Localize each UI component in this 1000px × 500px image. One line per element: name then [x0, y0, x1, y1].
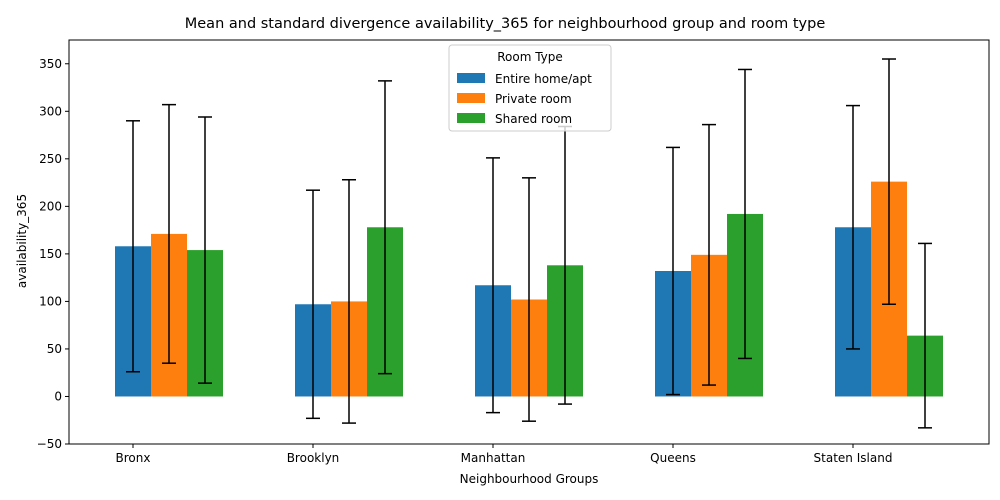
x-axis: Bronx Brooklyn Manhattan Queens Staten Islan… — [116, 444, 893, 465]
legend-title: Room Type — [497, 50, 563, 64]
x-tick-label: Manhattan — [461, 451, 526, 465]
x-tick-label: Staten Island — [814, 451, 893, 465]
x-tick-label: Queens — [650, 451, 696, 465]
legend-swatch — [457, 93, 485, 103]
legend-swatch — [457, 113, 485, 123]
plot-frame — [68, 39, 990, 445]
legend-box — [448, 44, 612, 132]
x-tick-label: Brooklyn — [287, 451, 340, 465]
chart-title: Mean and standard divergence availabilit… — [185, 16, 826, 32]
y-tick-label: 0 — [54, 389, 62, 403]
x-axis-title: Neighbourhood Groups — [460, 472, 599, 486]
legend-label: Entire home/apt — [495, 72, 592, 86]
y-tick-label: 250 — [39, 152, 62, 166]
legend: Room Type Entire home/apt Private room Shar… — [448, 44, 612, 132]
y-tick-label: 50 — [47, 342, 62, 356]
legend-label: Private room — [495, 92, 572, 106]
error-bars-layer — [126, 58, 932, 429]
legend-label: Shared room — [495, 112, 572, 126]
x-tick-label: Bronx — [116, 451, 151, 465]
y-axis: −50 0 50 100 150 200 250 300 350 — [37, 57, 69, 451]
y-tick-label: 350 — [39, 57, 62, 71]
y-tick-label: 100 — [39, 294, 62, 308]
y-tick-label: 200 — [39, 199, 62, 213]
legend-swatch — [457, 73, 485, 83]
y-tick-label: −50 — [37, 437, 62, 451]
y-tick-label: 300 — [39, 104, 62, 118]
y-axis-title: availability_365 — [15, 194, 29, 288]
y-tick-label: 150 — [39, 247, 62, 261]
